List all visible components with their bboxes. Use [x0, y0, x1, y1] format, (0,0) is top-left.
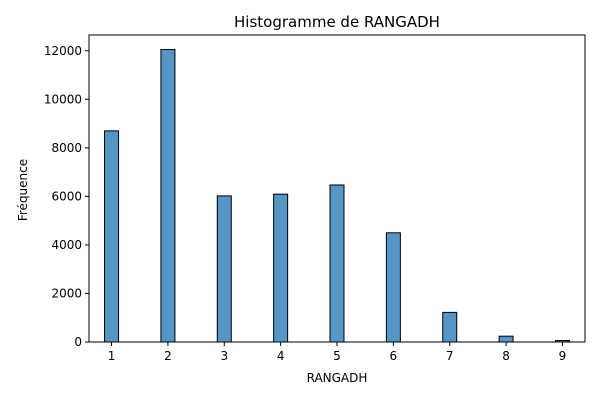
ticks-group: 1 2 3 4 5 6 7 8 9 0 2000 4000 6000 8000 10000 12000	[44, 44, 566, 363]
x-tick-label: 9	[559, 349, 567, 363]
x-tick-label: 3	[220, 349, 228, 363]
x-tick-label: 4	[277, 349, 285, 363]
y-tick-label: 2000	[51, 286, 82, 300]
x-tick-label: 7	[446, 349, 454, 363]
y-tick-label: 6000	[51, 189, 82, 203]
histogram-bar	[442, 311, 458, 343]
x-tick-label: 8	[502, 349, 510, 363]
x-tick-label: 5	[333, 349, 341, 363]
histogram-bar	[104, 130, 120, 343]
x-tick-label: 2	[164, 349, 172, 363]
y-tick-label: 4000	[51, 238, 82, 252]
y-tick-label: 8000	[51, 141, 82, 155]
x-tick-label: 6	[390, 349, 398, 363]
histogram-bar	[160, 49, 176, 343]
x-tick-label: 1	[108, 349, 116, 363]
histogram-bar	[385, 232, 401, 343]
y-tick-label: 12000	[44, 44, 82, 58]
y-tick-label: 10000	[44, 92, 82, 106]
x-axis-label: RANGADH	[307, 371, 368, 385]
histogram-bar	[216, 195, 232, 343]
y-tick-label: 0	[74, 335, 82, 349]
histogram-bar	[498, 335, 514, 343]
histogram-bar	[329, 184, 345, 343]
chart-title: Histogramme de RANGADH	[234, 13, 440, 31]
bars-group	[104, 49, 570, 343]
histogram-bar	[273, 193, 289, 343]
y-axis-label: Fréquence	[16, 159, 30, 221]
